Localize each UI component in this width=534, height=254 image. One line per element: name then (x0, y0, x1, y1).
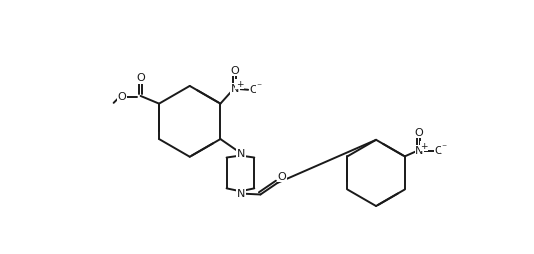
Text: N: N (237, 189, 246, 199)
Text: O: O (414, 128, 423, 137)
Text: +: + (420, 142, 428, 151)
Text: O: O (249, 85, 258, 95)
Text: O: O (117, 92, 127, 102)
Text: N: N (237, 149, 246, 159)
Text: N: N (231, 84, 239, 94)
Text: ⁻: ⁻ (442, 143, 446, 153)
Text: O: O (434, 146, 443, 156)
Text: N: N (415, 146, 423, 156)
Text: O: O (278, 172, 286, 182)
Text: ⁻: ⁻ (256, 83, 262, 92)
Text: O: O (136, 73, 145, 83)
Text: +: + (236, 80, 244, 89)
Text: O: O (230, 66, 239, 75)
